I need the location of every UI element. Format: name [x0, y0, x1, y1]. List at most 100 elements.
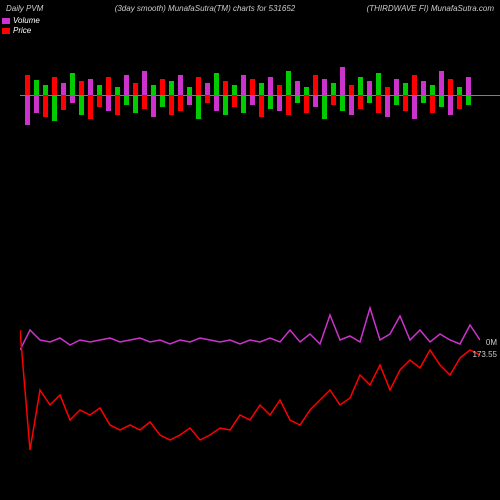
- bar-down: [430, 95, 435, 113]
- bar-down: [277, 95, 282, 111]
- bar-down: [268, 95, 273, 109]
- bar-down: [223, 95, 228, 115]
- legend-volume-swatch: [2, 18, 10, 24]
- price-end-label: 173.55: [473, 350, 497, 359]
- bar-down: [448, 95, 453, 115]
- bar-down: [259, 95, 264, 117]
- volume-end-label: 0M: [486, 338, 497, 347]
- bar-down: [439, 95, 444, 107]
- bar-down: [160, 95, 165, 107]
- bar-down: [349, 95, 354, 115]
- bar-up: [277, 85, 282, 95]
- bar-down: [358, 95, 363, 109]
- bar-up: [286, 71, 291, 95]
- bar-up: [115, 87, 120, 95]
- bar-up: [232, 85, 237, 95]
- bar-up: [142, 71, 147, 95]
- bar-up: [331, 83, 336, 95]
- bar-down: [412, 95, 417, 119]
- bar-up: [34, 80, 39, 95]
- bar-up: [241, 75, 246, 95]
- bar-up: [205, 83, 210, 95]
- bar-up: [448, 79, 453, 95]
- bar-up: [43, 85, 48, 95]
- bar-down: [52, 95, 57, 121]
- bar-down: [232, 95, 237, 107]
- bar-down: [61, 95, 66, 110]
- bar-up: [187, 87, 192, 95]
- legend-volume: Volume: [2, 16, 40, 25]
- bar-up: [340, 67, 345, 95]
- bar-down: [394, 95, 399, 105]
- bar-up: [259, 83, 264, 95]
- pvm-bar-chart: [20, 50, 480, 140]
- bar-down: [286, 95, 291, 115]
- bar-up: [295, 81, 300, 95]
- bar-down: [187, 95, 192, 105]
- bar-up: [439, 71, 444, 95]
- bar-up: [430, 85, 435, 95]
- bar-up: [88, 79, 93, 95]
- price-line: [20, 330, 480, 450]
- bar-down: [169, 95, 174, 115]
- bar-up: [106, 77, 111, 95]
- bar-down: [340, 95, 345, 111]
- legend-price-swatch: [2, 28, 10, 34]
- bar-down: [466, 95, 471, 105]
- bar-up: [394, 79, 399, 95]
- header-left: Daily PVM: [6, 4, 43, 13]
- bar-down: [70, 95, 75, 103]
- bar-up: [97, 85, 102, 95]
- header-right: (THIRDWAVE FI) MunafaSutra.com: [367, 4, 494, 13]
- bar-down: [376, 95, 381, 113]
- bar-down: [385, 95, 390, 117]
- bar-down: [421, 95, 426, 103]
- chart-header: Daily PVM (3day smooth) MunafaSutra(TM) …: [0, 0, 500, 17]
- bar-up: [169, 81, 174, 95]
- bar-down: [214, 95, 219, 111]
- bar-up: [79, 81, 84, 95]
- bar-up: [70, 73, 75, 95]
- bar-up: [349, 85, 354, 95]
- bar-down: [295, 95, 300, 103]
- bar-up: [421, 81, 426, 95]
- header-center: (3day smooth) MunafaSutra(TM) charts for…: [115, 4, 296, 13]
- volume-line: [20, 308, 480, 350]
- bar-down: [97, 95, 102, 107]
- bar-up: [457, 87, 462, 95]
- bar-up: [376, 73, 381, 95]
- legend: Volume Price: [2, 16, 40, 36]
- bar-up: [214, 73, 219, 95]
- bar-down: [331, 95, 336, 105]
- bar-down: [79, 95, 84, 115]
- bar-down: [241, 95, 246, 113]
- bar-up: [133, 83, 138, 95]
- bar-up: [466, 77, 471, 95]
- bar-down: [403, 95, 408, 111]
- bar-up: [196, 77, 201, 95]
- bar-up: [358, 77, 363, 95]
- bar-up: [160, 79, 165, 95]
- bar-up: [25, 75, 30, 95]
- bar-up: [313, 75, 318, 95]
- bar-up: [52, 77, 57, 95]
- bar-up: [403, 83, 408, 95]
- bar-down: [88, 95, 93, 119]
- bar-up: [124, 75, 129, 95]
- bar-down: [43, 95, 48, 117]
- bar-down: [367, 95, 372, 103]
- bar-down: [133, 95, 138, 113]
- legend-price: Price: [2, 26, 40, 35]
- bar-up: [268, 77, 273, 95]
- price-volume-line-chart: [20, 260, 480, 460]
- bar-up: [151, 85, 156, 95]
- legend-volume-label: Volume: [13, 16, 40, 25]
- bar-down: [25, 95, 30, 125]
- bar-down: [250, 95, 255, 105]
- bar-down: [313, 95, 318, 107]
- bar-down: [115, 95, 120, 115]
- bar-down: [304, 95, 309, 113]
- bar-up: [250, 79, 255, 95]
- bar-up: [322, 79, 327, 95]
- bar-down: [124, 95, 129, 105]
